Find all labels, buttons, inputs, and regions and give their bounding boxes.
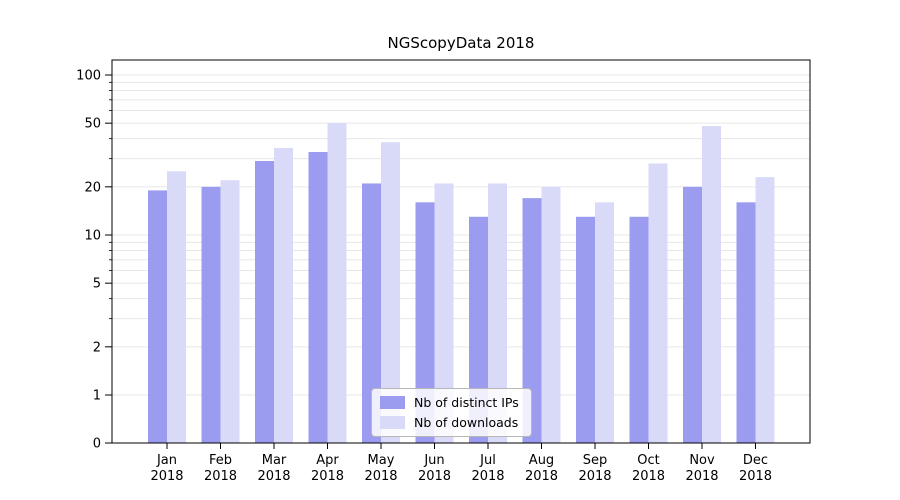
y-tick-label: 0 [93, 437, 101, 452]
x-tick-label-month: Feb [209, 453, 232, 468]
x-tick-label-month: May [368, 453, 395, 468]
y-tick-label: 10 [84, 229, 101, 244]
series-0 [148, 152, 756, 443]
bar-jun-0 [415, 202, 435, 443]
bar-nov-0 [683, 186, 702, 443]
bar-oct-0 [629, 216, 649, 443]
chart-title: NGScopyData 2018 [387, 34, 535, 52]
x-tick-label-year: 2018 [364, 469, 397, 484]
x-tick-label-year: 2018 [685, 469, 718, 484]
y-tick-label: 20 [84, 180, 101, 195]
bar-nov-1 [702, 126, 721, 443]
bar-feb-1 [220, 180, 240, 443]
x-tick-label-month: Sep [583, 453, 608, 468]
legend-label-distinct-ips: Nb of distinct IPs [414, 395, 519, 410]
legend: Nb of distinct IPs Nb of downloads [371, 388, 532, 437]
bar-aug-1 [541, 186, 561, 443]
bar-may-1 [381, 142, 400, 443]
bar-sep-1 [595, 202, 614, 443]
legend-label-downloads: Nb of downloads [414, 415, 519, 430]
bar-may-0 [362, 183, 381, 443]
x-tick-label-month: Apr [316, 453, 339, 468]
bar-apr-1 [327, 123, 347, 444]
y-tick-label: 50 [84, 117, 101, 132]
bar-jun-1 [434, 183, 454, 443]
x-tick-label-month: Jun [423, 453, 444, 468]
x-tick-label-year: 2018 [418, 469, 451, 484]
x-tick-label-year: 2018 [525, 469, 558, 484]
y-tick-label: 2 [93, 340, 101, 355]
y-tick-label: 100 [76, 69, 101, 84]
x-tick-label-month: Dec [743, 453, 768, 468]
x-tick-label-month: Aug [529, 453, 554, 468]
axes-frame [111, 59, 811, 444]
y-tick-label: 1 [93, 389, 101, 404]
x-tick-label-year: 2018 [739, 469, 772, 484]
x-tick-label-year: 2018 [257, 469, 290, 484]
x-tick-label-year: 2018 [150, 469, 183, 484]
bar-mar-1 [274, 147, 293, 444]
x-tick-label-year: 2018 [204, 469, 237, 484]
bar-aug-0 [522, 198, 542, 443]
bar-dec-0 [736, 202, 756, 443]
x-axis: Jan2018Feb2018Mar2018Apr2018May2018Jun20… [150, 443, 772, 484]
series-1 [167, 123, 775, 444]
bar-oct-1 [648, 163, 668, 443]
legend-item-distinct-ips: Nb of distinct IPs [380, 395, 519, 410]
x-tick-label-month: Oct [637, 453, 659, 468]
bar-jan-1 [167, 171, 186, 444]
x-tick-label-year: 2018 [578, 469, 611, 484]
x-tick-label-month: Nov [689, 453, 715, 468]
bar-apr-0 [308, 152, 328, 443]
legend-swatch-distinct-ips [380, 396, 405, 409]
legend-item-downloads: Nb of downloads [380, 415, 519, 430]
x-tick-label-year: 2018 [471, 469, 504, 484]
bar-jul-1 [488, 183, 507, 443]
x-tick-label-month: Jul [479, 453, 496, 468]
y-minor-ticks [109, 81, 112, 320]
x-tick-label-year: 2018 [311, 469, 344, 484]
bar-jul-0 [469, 216, 488, 443]
bar-dec-1 [755, 177, 775, 444]
y-tick-label: 5 [93, 277, 101, 292]
x-tick-label-year: 2018 [632, 469, 665, 484]
bar-sep-0 [576, 216, 595, 443]
x-tick-label-month: Jan [156, 453, 177, 468]
bar-mar-0 [255, 161, 274, 443]
bar-jan-0 [148, 190, 167, 443]
legend-swatch-downloads [380, 416, 405, 429]
bar-feb-0 [201, 186, 221, 443]
x-tick-label-month: Mar [262, 453, 287, 468]
